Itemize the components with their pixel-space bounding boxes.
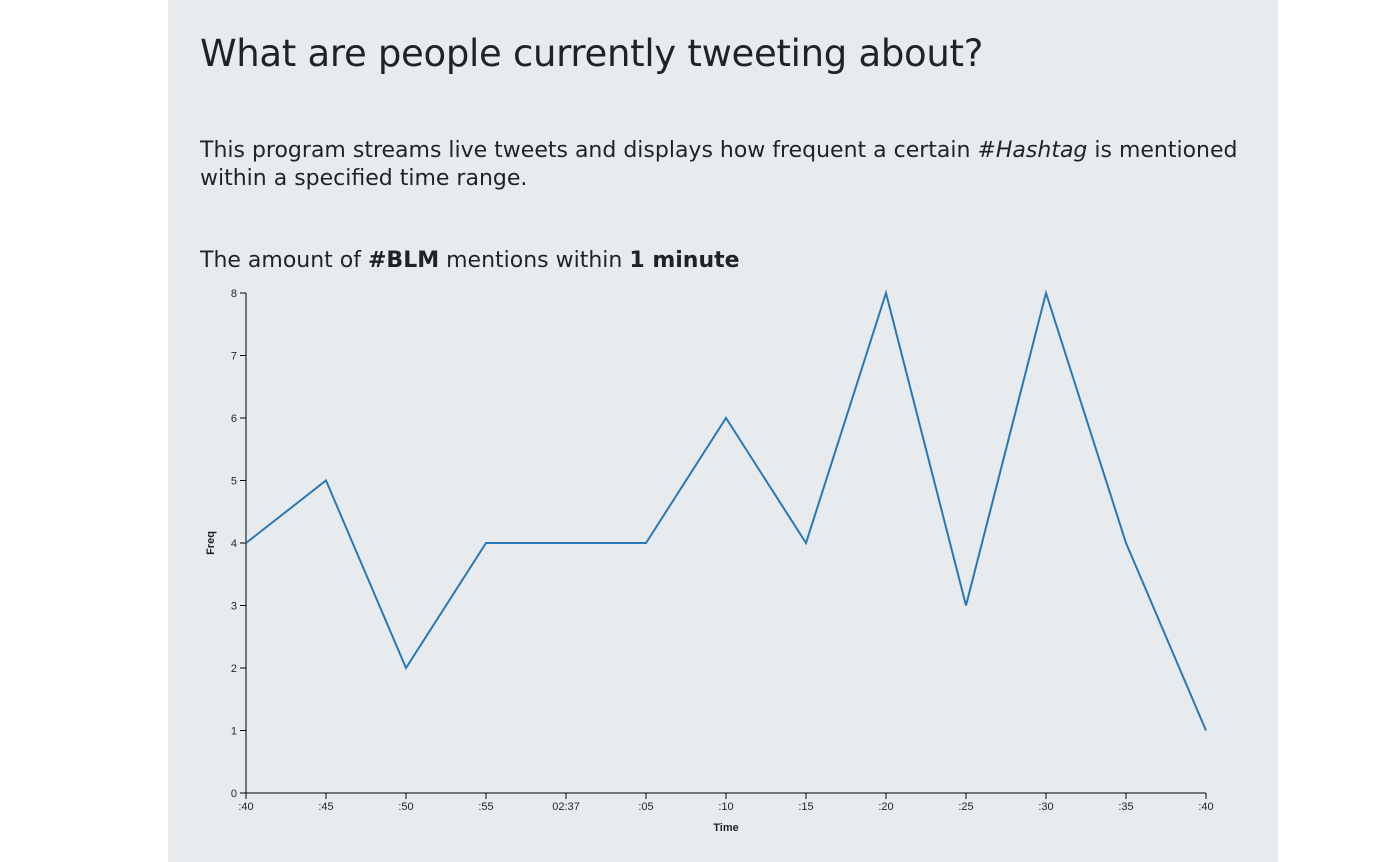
x-tick-label: :50	[398, 801, 413, 813]
y-tick-label: 6	[231, 413, 237, 425]
description-text-start: This program streams live tweets and dis…	[200, 138, 978, 163]
x-tick-label: :35	[1118, 801, 1133, 813]
content-panel: What are people currently tweeting about…	[168, 0, 1278, 862]
page-title: What are people currently tweeting about…	[200, 32, 984, 75]
chart-subtitle: The amount of #BLM mentions within 1 min…	[200, 248, 740, 273]
x-tick-label: 02:37	[552, 801, 580, 813]
y-axis-title: Freq	[205, 531, 217, 555]
x-tick-label: :55	[478, 801, 493, 813]
subtitle-range: 1 minute	[629, 248, 740, 273]
x-tick-label: :20	[878, 801, 893, 813]
x-tick-label: :45	[318, 801, 333, 813]
y-tick-label: 7	[231, 351, 237, 363]
x-tick-label: :40	[1198, 801, 1213, 813]
subtitle-prefix: The amount of	[200, 248, 368, 273]
y-tick-label: 3	[231, 601, 237, 613]
description-hashtag: #Hashtag	[977, 138, 1088, 163]
series-line	[245, 289, 1207, 731]
x-axis: :40 :45 :50 :55 02:37 :05 :10 :15 :20 :25 :30 :35 :4…	[238, 792, 1214, 813]
y-tick-label: 5	[231, 476, 237, 488]
page-description: This program streams live tweets and dis…	[200, 137, 1240, 193]
subtitle-hashtag: #BLM	[368, 248, 440, 273]
x-tick-label: :40	[238, 801, 253, 813]
y-tick-label: 4	[231, 538, 237, 550]
x-tick-label: :30	[1038, 801, 1053, 813]
y-tick-label: 2	[231, 663, 237, 675]
y-axis: 0 1 2 3 4 5 6 7 8	[231, 288, 247, 800]
x-tick-label: :25	[958, 801, 973, 813]
y-tick-label: 0	[231, 788, 237, 800]
description-text-end: is mentioned within a specified time ran…	[200, 138, 1238, 191]
subtitle-middle: mentions within	[439, 248, 630, 273]
x-tick-label: :05	[638, 801, 653, 813]
y-tick-label: 1	[231, 726, 237, 738]
x-axis-title: Time	[713, 822, 738, 834]
x-tick-label: :15	[798, 801, 813, 813]
x-tick-label: :10	[718, 801, 733, 813]
series-group	[245, 289, 1207, 731]
y-tick-label: 8	[231, 288, 237, 300]
